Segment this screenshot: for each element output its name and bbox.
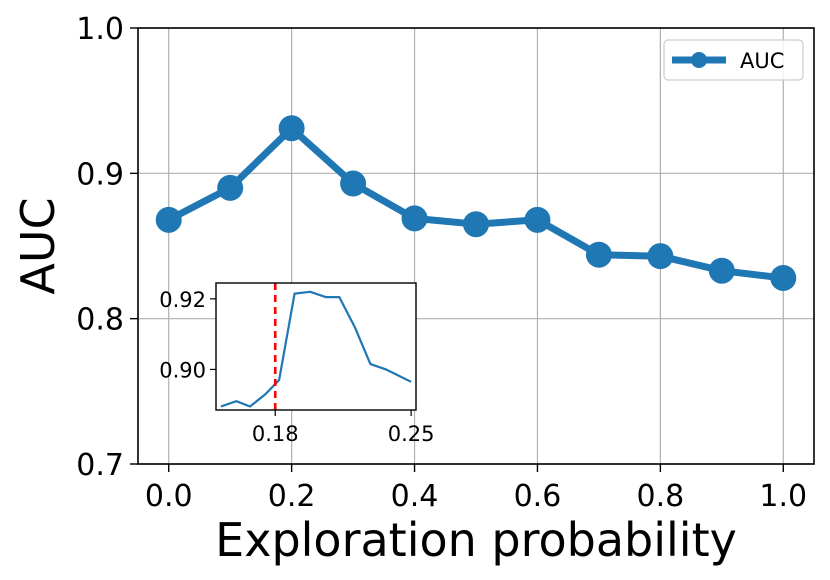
legend-marker-swatch bbox=[691, 52, 707, 68]
inset-x-tick-label: 0.25 bbox=[388, 422, 435, 446]
data-point bbox=[155, 206, 182, 233]
inset-y-tick-label: 0.90 bbox=[159, 358, 206, 382]
x-tick-label: 0.4 bbox=[391, 479, 439, 514]
x-tick-label: 0.8 bbox=[637, 479, 685, 514]
inset-x-tick-label: 0.18 bbox=[252, 422, 299, 446]
y-tick-label: 0.9 bbox=[76, 157, 124, 192]
data-point bbox=[217, 174, 244, 201]
main-ticks: 0.0 0.2 0.4 0.6 0.8 1.0 0.7 0.8 0.9 1.0 bbox=[76, 12, 807, 514]
y-tick-label: 0.8 bbox=[76, 303, 124, 338]
legend-box bbox=[663, 39, 804, 81]
inset-content bbox=[220, 283, 412, 410]
data-point bbox=[401, 205, 428, 232]
inset-frame bbox=[215, 282, 417, 411]
y-tick-label: 1.0 bbox=[76, 12, 124, 47]
x-tick-label: 1.0 bbox=[759, 479, 807, 514]
inset-ticks: 0.18 0.25 0.90 0.92 bbox=[159, 288, 434, 446]
data-point bbox=[770, 264, 797, 291]
main-plot: 0.0 0.2 0.4 0.6 0.8 1.0 0.7 0.8 0.9 1.0 bbox=[76, 12, 815, 514]
data-point bbox=[524, 206, 551, 233]
main-plot-frame bbox=[137, 27, 815, 465]
data-point bbox=[278, 115, 305, 142]
x-tick-label: 0.6 bbox=[514, 479, 562, 514]
main-series bbox=[155, 115, 797, 291]
inset-background bbox=[216, 283, 416, 410]
x-tick-label: 0.2 bbox=[268, 479, 316, 514]
y-axis-title: AUC bbox=[11, 197, 65, 294]
data-point bbox=[340, 170, 367, 197]
data-point bbox=[463, 211, 489, 238]
legend-label-auc: AUC bbox=[740, 49, 784, 73]
x-axis-title: Exploration probability bbox=[215, 513, 737, 567]
x-tick-label: 0.0 bbox=[145, 479, 193, 514]
legend: AUC bbox=[663, 39, 804, 81]
y-tick-label: 0.7 bbox=[76, 448, 124, 483]
data-point bbox=[647, 243, 674, 270]
inset-plot: 0.18 0.25 0.90 0.92 bbox=[159, 282, 435, 446]
inset-series-line bbox=[220, 290, 412, 408]
inset-y-tick-label: 0.92 bbox=[159, 288, 206, 312]
data-point bbox=[708, 257, 735, 284]
data-point bbox=[585, 241, 612, 268]
